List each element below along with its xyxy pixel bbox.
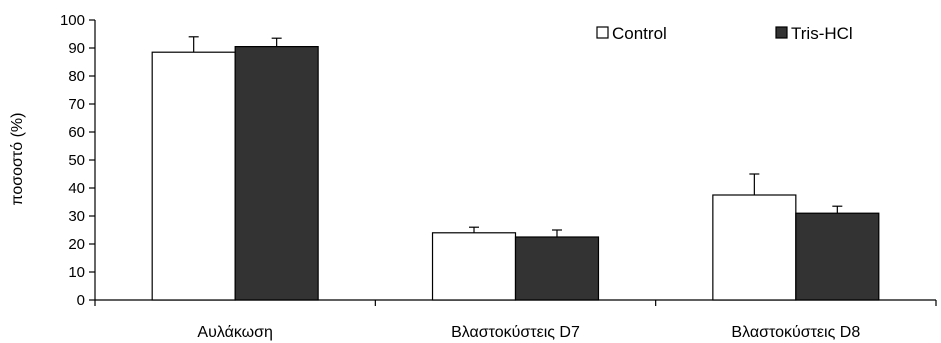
bar (431, 232, 517, 301)
x-tick-label: Αυλάκωση (197, 324, 273, 341)
y-tick-label: 70 (68, 96, 85, 113)
legend-swatch (596, 26, 609, 39)
y-tick-label: 100 (60, 12, 85, 29)
error-bar (749, 173, 760, 195)
y-tick-label: 0 (77, 292, 85, 309)
bar (514, 236, 600, 301)
x-axis: Αυλάκωση Βλαστοκύστεις D7 Βλαστοκύστεις D8 (94, 299, 937, 341)
error-bar (188, 36, 199, 53)
error-bar (469, 226, 480, 233)
y-tick-label: 90 (68, 40, 85, 57)
y-tick-label: 40 (68, 180, 85, 197)
legend-label: Tris-HCl (791, 24, 853, 43)
error-bar (832, 205, 843, 214)
bar (234, 45, 319, 301)
y-axis-title: ποσοστό (%) (9, 113, 26, 206)
y-tick-label: 10 (68, 264, 85, 281)
error-bar (551, 229, 562, 237)
legend: Control Tris-HCl (596, 24, 853, 43)
y-axis: 0 10 20 30 40 50 60 70 80 90 100 (60, 12, 96, 309)
bar (795, 212, 880, 301)
x-tick-label: Βλαστοκύστεις D7 (451, 324, 580, 341)
legend-item: Control (596, 24, 667, 43)
bars (151, 45, 880, 301)
legend-item: Tris-HCl (775, 24, 853, 43)
bar (151, 51, 236, 301)
legend-swatch (775, 26, 788, 39)
y-tick-label: 60 (68, 124, 85, 141)
legend-label: Control (612, 24, 667, 43)
y-tick-label: 80 (68, 68, 85, 85)
y-tick-label: 50 (68, 152, 85, 169)
error-bar (271, 37, 282, 47)
x-tick-label: Βλαστοκύστεις D8 (731, 324, 860, 341)
error-bars (188, 36, 843, 237)
bar (712, 194, 797, 301)
y-tick-label: 20 (68, 236, 85, 253)
y-tick-label: 30 (68, 208, 85, 225)
